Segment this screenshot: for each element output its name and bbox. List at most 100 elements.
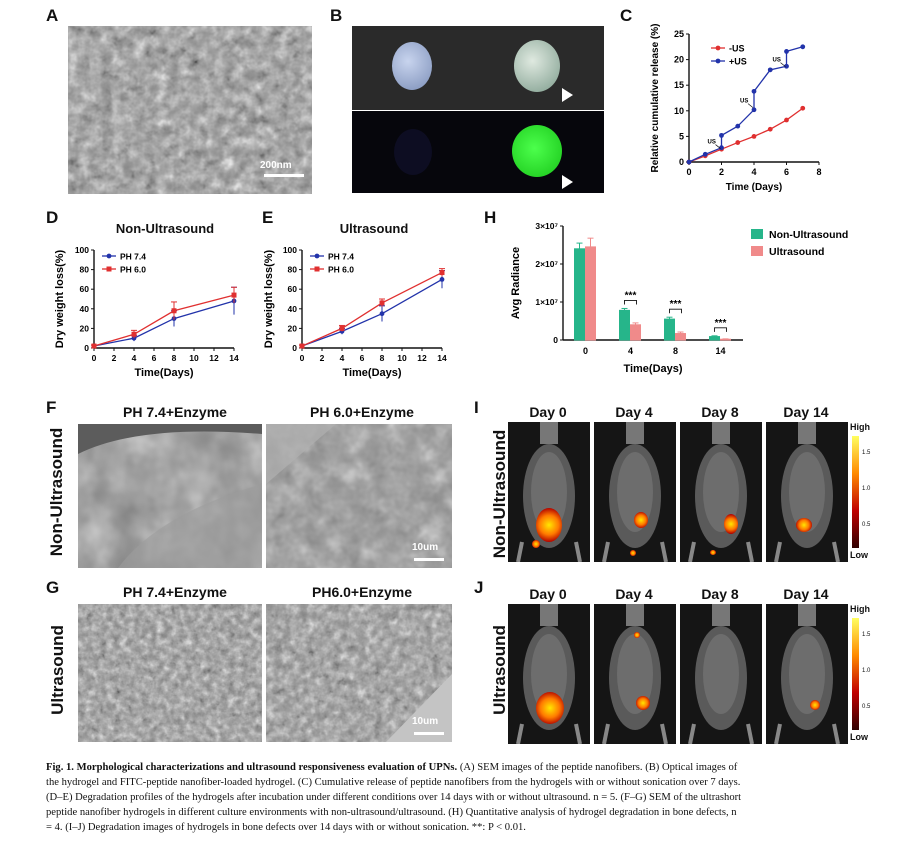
y-tick-label: 20 [674,55,684,65]
optical-image-hydrogel [352,26,604,110]
sem-g-col1-title: PH 7.4+Enzyme [123,584,227,600]
color-bar-low-label: Low [850,732,868,742]
scale-bar [414,558,444,561]
y-axis-label: Dry weight loss(%) [54,249,66,348]
legend-marker [314,266,320,272]
bar-ultrasound [585,246,596,341]
color-bar-low-label: Low [850,550,868,560]
x-tick-label: 0 [300,353,305,363]
radiance-color-bar [852,618,859,730]
mouse-silhouette [602,422,668,562]
panel-label-i: I [474,398,479,417]
legend-label: Non-Ultrasound [769,229,848,241]
figure-caption: Fig. 1. Morphological characterizations … [46,760,866,835]
annotation-us: US [740,99,748,105]
day-label: Day 8 [701,404,739,420]
significance-label: *** [670,299,682,310]
data-point [131,331,137,337]
legend-marker [314,253,320,259]
data-point [751,134,757,139]
fluorescence-signal [810,700,820,710]
x-tick-label: 4 [751,167,756,177]
series-line-ph74 [93,300,235,347]
x-tick-label: 8 [380,353,385,363]
color-bar-high-label: High [850,422,870,432]
color-bar-high-label: High [850,604,870,614]
mouse-silhouette [688,422,754,562]
fluorescence-signal [634,512,648,528]
sem-f-ph74 [78,424,262,568]
row-label-ultrasound: Ultrasound [48,625,67,715]
sem-texture [266,604,452,742]
mouse-silhouette [774,604,840,744]
data-point [131,335,137,341]
data-point [719,132,724,138]
x-tick-label: 6 [360,353,365,363]
y-tick-label: 0 [553,335,558,345]
y-tick-label: 100 [75,245,89,255]
hydrogel-drop-2 [514,40,560,92]
x-axis-label: Time (Days) [726,182,783,193]
caption-lead: Fig. 1. Morphological characterizations … [46,762,458,773]
data-point [686,159,692,165]
bar-nonultrasound [619,309,630,341]
color-bar-tick-label: 1.0 [862,668,871,674]
chart-c-release: 0 2 4 6 8 0 5 10 15 20 25 Time (Days) Relative cumul… [650,24,822,193]
x-tick-label: 12 [209,353,219,363]
significance-bracket [669,308,682,314]
data-point [751,107,757,113]
data-point [767,67,773,73]
hydrogel-drop-1 [392,42,432,90]
scale-bar [414,732,444,735]
x-tick-label: 12 [417,353,427,363]
series-line-ph74 [301,278,443,347]
y-tick-label: 1×10⁷ [535,297,558,307]
sem-f-col2-title: PH 6.0+Enzyme [310,404,414,420]
color-bar-tick-label: 0.5 [862,704,871,710]
mouse-image [680,604,762,744]
data-point [439,277,445,282]
x-tick-label: 4 [132,353,137,363]
annotation-us: US [773,58,781,64]
x-tick-label: 0 [583,346,588,356]
series-line-ph60 [93,294,235,347]
data-point [800,44,806,50]
mouse-image [594,422,676,562]
y-tick-label: 60 [288,284,298,294]
mouse-image [766,422,848,562]
caption-line-3: (D–E) Degradation profiles of the hydrog… [46,792,742,803]
legend-swatch [751,246,763,256]
y-tick-label: 15 [674,80,684,90]
mouse-silhouette [774,422,840,562]
arrow-icon [562,88,573,102]
x-tick-label: 4 [340,353,345,363]
x-tick-label: 14 [715,346,725,356]
y-tick-label: 60 [80,284,90,294]
day-label: Day 0 [529,586,567,602]
y-tick-label: 100 [283,245,297,255]
row-label-ultrasound-j: Ultrasound [490,625,509,715]
annotation-arrow [715,144,721,149]
color-bar-tick-label: 1.0 [862,486,871,492]
y-tick-label: 40 [288,304,298,314]
panel-label-a: A [46,6,59,25]
x-tick-label: 6 [784,167,789,177]
y-tick-label: 80 [80,265,90,275]
legend-marker [106,266,112,272]
fluorescence-signal [630,550,636,556]
y-axis-label: Dry weight loss(%) [263,249,275,348]
data-point [379,300,385,306]
radiance-color-bar [852,436,859,548]
sem-texture [68,26,312,194]
fluorescence-signal [536,508,562,542]
data-point [751,88,757,94]
data-point [339,325,345,331]
color-bar-tick-label: 0.5 [862,522,871,528]
bar-nonultrasound [574,248,585,341]
annotation-arrow [780,62,786,67]
hydrogel-drop-dark [394,129,432,175]
y-tick-label: 25 [674,29,684,39]
data-point [702,151,708,157]
legend-marker [106,253,112,259]
y-tick-label: 0 [292,343,297,353]
